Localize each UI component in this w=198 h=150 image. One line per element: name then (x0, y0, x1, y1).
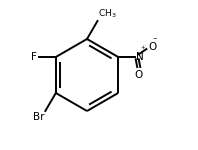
Text: $^-$: $^-$ (151, 35, 159, 44)
Text: O: O (135, 70, 143, 81)
Text: F: F (31, 52, 37, 62)
Text: O: O (148, 42, 157, 52)
Text: CH$_3$: CH$_3$ (98, 8, 117, 20)
Text: Br: Br (33, 112, 45, 122)
Text: $^+$: $^+$ (139, 45, 146, 54)
Text: N: N (136, 52, 144, 62)
